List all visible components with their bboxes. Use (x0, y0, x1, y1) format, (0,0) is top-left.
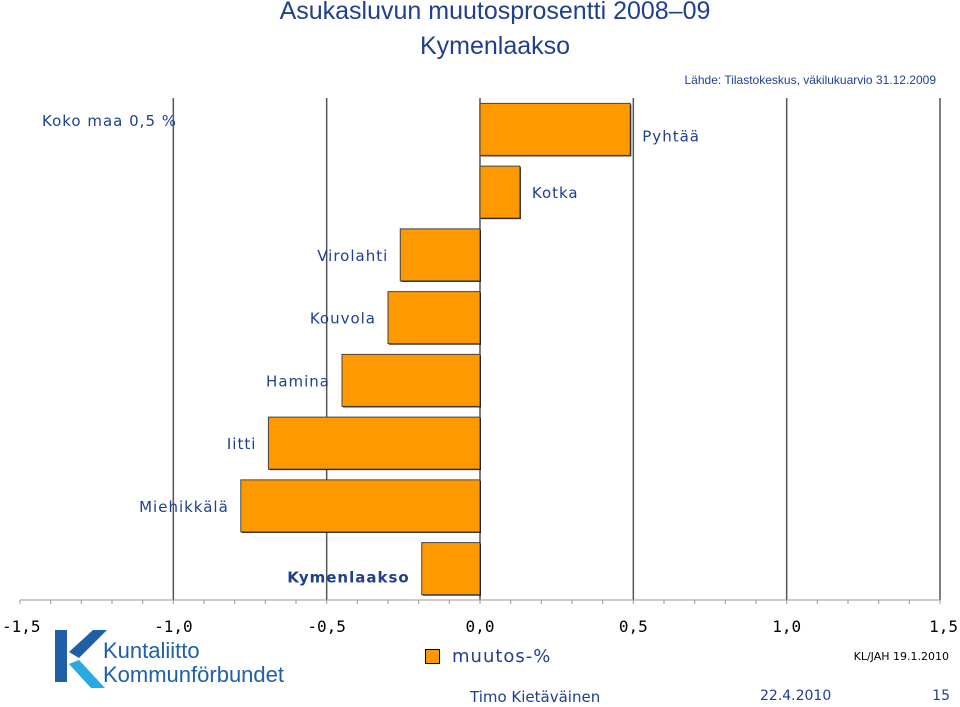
document-stamp: KL/JAH 19.1.2010 (853, 650, 949, 663)
x-tick-label-4: 0,5 (619, 617, 648, 636)
x-tick-label-3: 0,0 (466, 617, 495, 636)
reference-label: Koko maa 0,5 % (42, 112, 177, 130)
x-tick-label-5: 1,0 (772, 617, 801, 636)
x-tick-label-2: -0,5 (307, 617, 346, 636)
logo-text-line1: Kuntaliitto (103, 638, 200, 663)
category-label-6: Miehikkälä (139, 498, 229, 516)
source-note: Lähde: Tilastokeskus, väkilukuarvio 31.1… (684, 73, 937, 87)
legend-swatch (425, 649, 440, 664)
bar-3 (387, 291, 481, 345)
category-label-1: Kotka (532, 184, 579, 202)
bar-5 (267, 416, 481, 470)
x-tick-label-6: 1,5 (929, 617, 958, 636)
logo-text-line2: Kommunförbundet (103, 662, 284, 687)
footer-author: Timo Kietäväinen (470, 688, 601, 706)
category-label-5: Iitti (227, 435, 257, 453)
legend-label: muutos-% (452, 646, 552, 667)
category-label-0: Pyhtää (642, 127, 700, 145)
footer-date: 22.4.2010 (760, 688, 832, 704)
bar-7 (421, 542, 481, 596)
bar-0 (479, 102, 631, 156)
kuntaliitto-logo: Kuntaliitto Kommunförbundet (55, 630, 284, 688)
category-label-4: Hamina (266, 372, 330, 390)
legend: muutos-% (425, 646, 551, 667)
category-label-3: Kouvola (310, 310, 376, 328)
x-tick-label-1: -1,0 (154, 617, 193, 636)
category-label-7: Kymenlaakso (287, 569, 410, 587)
bar-1 (479, 165, 521, 219)
category-label-2: Virolahti (317, 247, 388, 265)
logo-mark-icon (55, 630, 107, 688)
footer-page-number: 15 (932, 688, 950, 704)
bar-6 (240, 479, 481, 533)
chart-subtitle: Kymenlaakso (419, 32, 571, 60)
bar-4 (341, 353, 481, 407)
x-tick-label-0: -1,5 (2, 617, 41, 636)
bar-2 (399, 228, 481, 282)
chart-title: Asukasluvun muutosprosentti 2008–09 (279, 0, 711, 25)
